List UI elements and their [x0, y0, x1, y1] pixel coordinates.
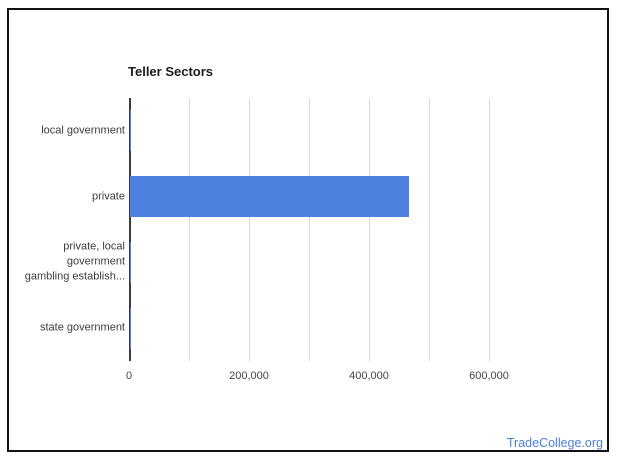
chart-frame: [7, 8, 609, 452]
bar[interactable]: [130, 307, 132, 349]
plot-area: [129, 98, 545, 361]
gridline: [189, 98, 190, 361]
y-axis-line: [129, 98, 131, 361]
bar[interactable]: [130, 110, 132, 152]
bar[interactable]: [130, 241, 132, 283]
bar[interactable]: [130, 176, 409, 218]
category-label: local government: [41, 124, 125, 137]
category-label: state government: [40, 321, 125, 334]
tradecollege-link[interactable]: TradeCollege.org: [506, 436, 603, 450]
category-label: private, local government gambling estab…: [24, 240, 125, 283]
gridline: [489, 98, 490, 361]
x-tick-label: 0: [125, 370, 133, 382]
x-tick-label: 200,000: [229, 370, 269, 382]
gridline: [369, 98, 370, 361]
x-tick-label: 600,000: [469, 370, 509, 382]
gridline: [309, 98, 310, 361]
x-tick-label: 400,000: [349, 370, 389, 382]
gridline: [249, 98, 250, 361]
category-label: private: [91, 190, 125, 203]
chart-title: Teller Sectors: [128, 64, 214, 79]
gridline: [429, 98, 430, 361]
